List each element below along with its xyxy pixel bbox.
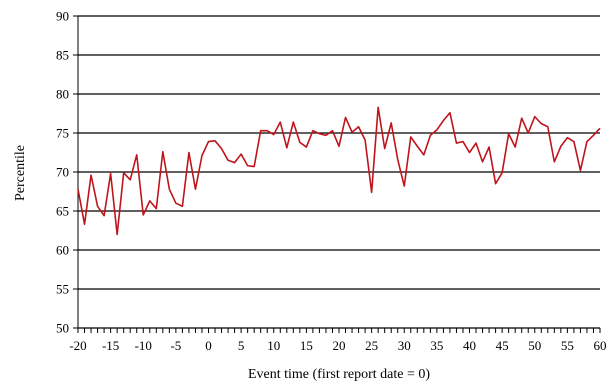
- y-tick-label: 90: [56, 9, 69, 24]
- y-tick-label: 55: [56, 282, 69, 297]
- y-tick-label: 65: [56, 204, 69, 219]
- x-tick-label: 10: [267, 338, 280, 353]
- y-axis-title: Percentile: [13, 145, 28, 201]
- x-tick-label: 60: [594, 338, 607, 353]
- x-tick-label: 0: [205, 338, 212, 353]
- y-tick-label: 75: [56, 126, 69, 141]
- x-tick-label: 20: [333, 338, 346, 353]
- x-tick-label: 15: [300, 338, 313, 353]
- x-tick-label: 25: [365, 338, 378, 353]
- series-group: [77, 106, 601, 236]
- y-tick-label: 70: [56, 165, 69, 180]
- x-tick-label: -10: [135, 338, 152, 353]
- y-tick-label: 50: [56, 321, 69, 336]
- x-tick-label: 35: [430, 338, 443, 353]
- x-tick-label: 50: [528, 338, 541, 353]
- y-tick-label: 80: [56, 87, 69, 102]
- x-tick-label: -5: [170, 338, 181, 353]
- x-tick-label: -15: [102, 338, 119, 353]
- x-axis-ticks: -20 -15 -10 -5 0 5 10 15 20 25 30 35 40 45 50 55 60: [69, 328, 607, 353]
- y-tick-label: 85: [56, 48, 69, 63]
- x-tick-label: 45: [496, 338, 509, 353]
- y-tick-label: 60: [56, 243, 69, 258]
- x-axis-title: Event time (first report date = 0): [248, 367, 430, 382]
- x-tick-label: 5: [238, 338, 245, 353]
- x-tick-label: -20: [69, 338, 86, 353]
- gridlines: [78, 15, 600, 290]
- x-tick-label: 40: [463, 338, 476, 353]
- x-tick-label: 30: [398, 338, 411, 353]
- series-line-0: [77, 106, 601, 236]
- x-tick-label: 55: [561, 338, 574, 353]
- y-axis-ticks: 50 55 60 65 70 75 80 85 90: [56, 9, 78, 336]
